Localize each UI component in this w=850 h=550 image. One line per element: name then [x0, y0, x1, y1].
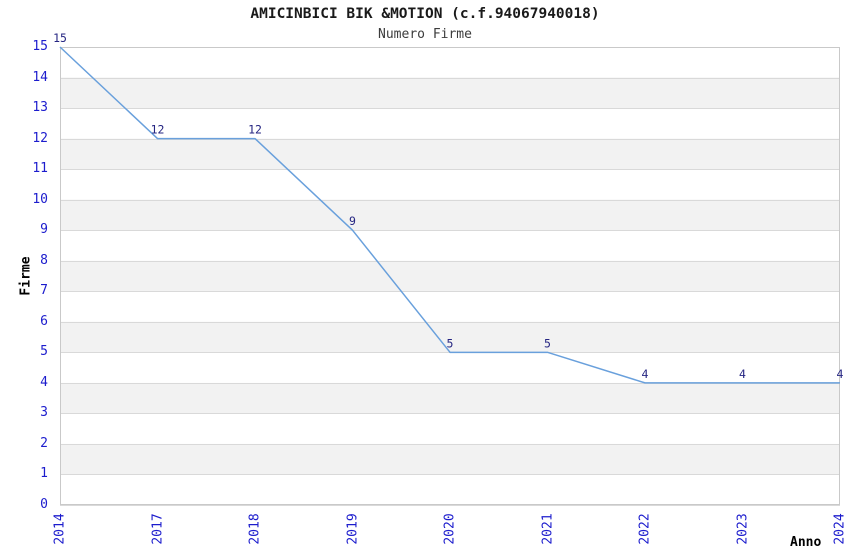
plot-border: [60, 47, 840, 505]
y-tick-label: 9: [40, 222, 48, 238]
y-tick-label: 13: [32, 100, 48, 116]
y-axis-label: Firme: [18, 256, 34, 296]
plot-band: [60, 382, 840, 414]
y-tick-label: 0: [40, 497, 48, 512]
chart-subtitle: Numero Firme: [378, 27, 472, 42]
y-tick-label: 4: [40, 374, 48, 390]
data-label: 4: [837, 367, 844, 381]
y-tick-label: 1: [40, 466, 48, 482]
data-label: 12: [151, 123, 165, 137]
data-label: 15: [53, 31, 67, 45]
x-tick-label: 2018: [247, 513, 263, 545]
x-tick-label: 2020: [442, 513, 458, 545]
chart-title: AMICINBICI BIK &MOTION (c.f.94067940018): [250, 6, 600, 22]
x-tick-label: 2022: [637, 513, 653, 545]
y-tick-label: 12: [32, 130, 48, 146]
x-tick-label: 2024: [832, 513, 848, 545]
data-label: 5: [544, 336, 551, 350]
y-tick-label: 3: [40, 405, 48, 421]
y-tick-label: 6: [40, 313, 48, 329]
plot-band: [60, 199, 840, 231]
x-tick-label: 2021: [540, 513, 555, 545]
plot-band: [60, 321, 840, 353]
series-line: [59, 46, 840, 384]
data-label: 12: [248, 123, 262, 137]
plot-band: [60, 443, 840, 475]
x-tick-label: 2019: [345, 513, 360, 545]
y-tick-label: 15: [32, 39, 48, 54]
x-tick-label: 2023: [735, 513, 750, 545]
plot-band: [60, 138, 840, 170]
plot-band: [60, 77, 840, 109]
data-label: 4: [739, 367, 746, 381]
data-label: 9: [349, 214, 356, 228]
x-tick-label: 2017: [150, 513, 165, 545]
y-tick-label: 11: [32, 161, 48, 177]
data-label: 5: [447, 336, 454, 350]
x-axis-label: Anno: [790, 535, 822, 550]
x-tick-label: 2014: [52, 513, 68, 545]
y-tick-label: 5: [40, 344, 48, 360]
y-tick-label: 10: [32, 191, 48, 207]
y-tick-label: 8: [40, 252, 48, 268]
y-tick-label: 7: [40, 283, 48, 299]
plot-band: [60, 260, 840, 292]
y-tick-label: 2: [40, 435, 48, 451]
data-label: 4: [642, 367, 649, 381]
y-tick-label: 14: [32, 69, 48, 85]
